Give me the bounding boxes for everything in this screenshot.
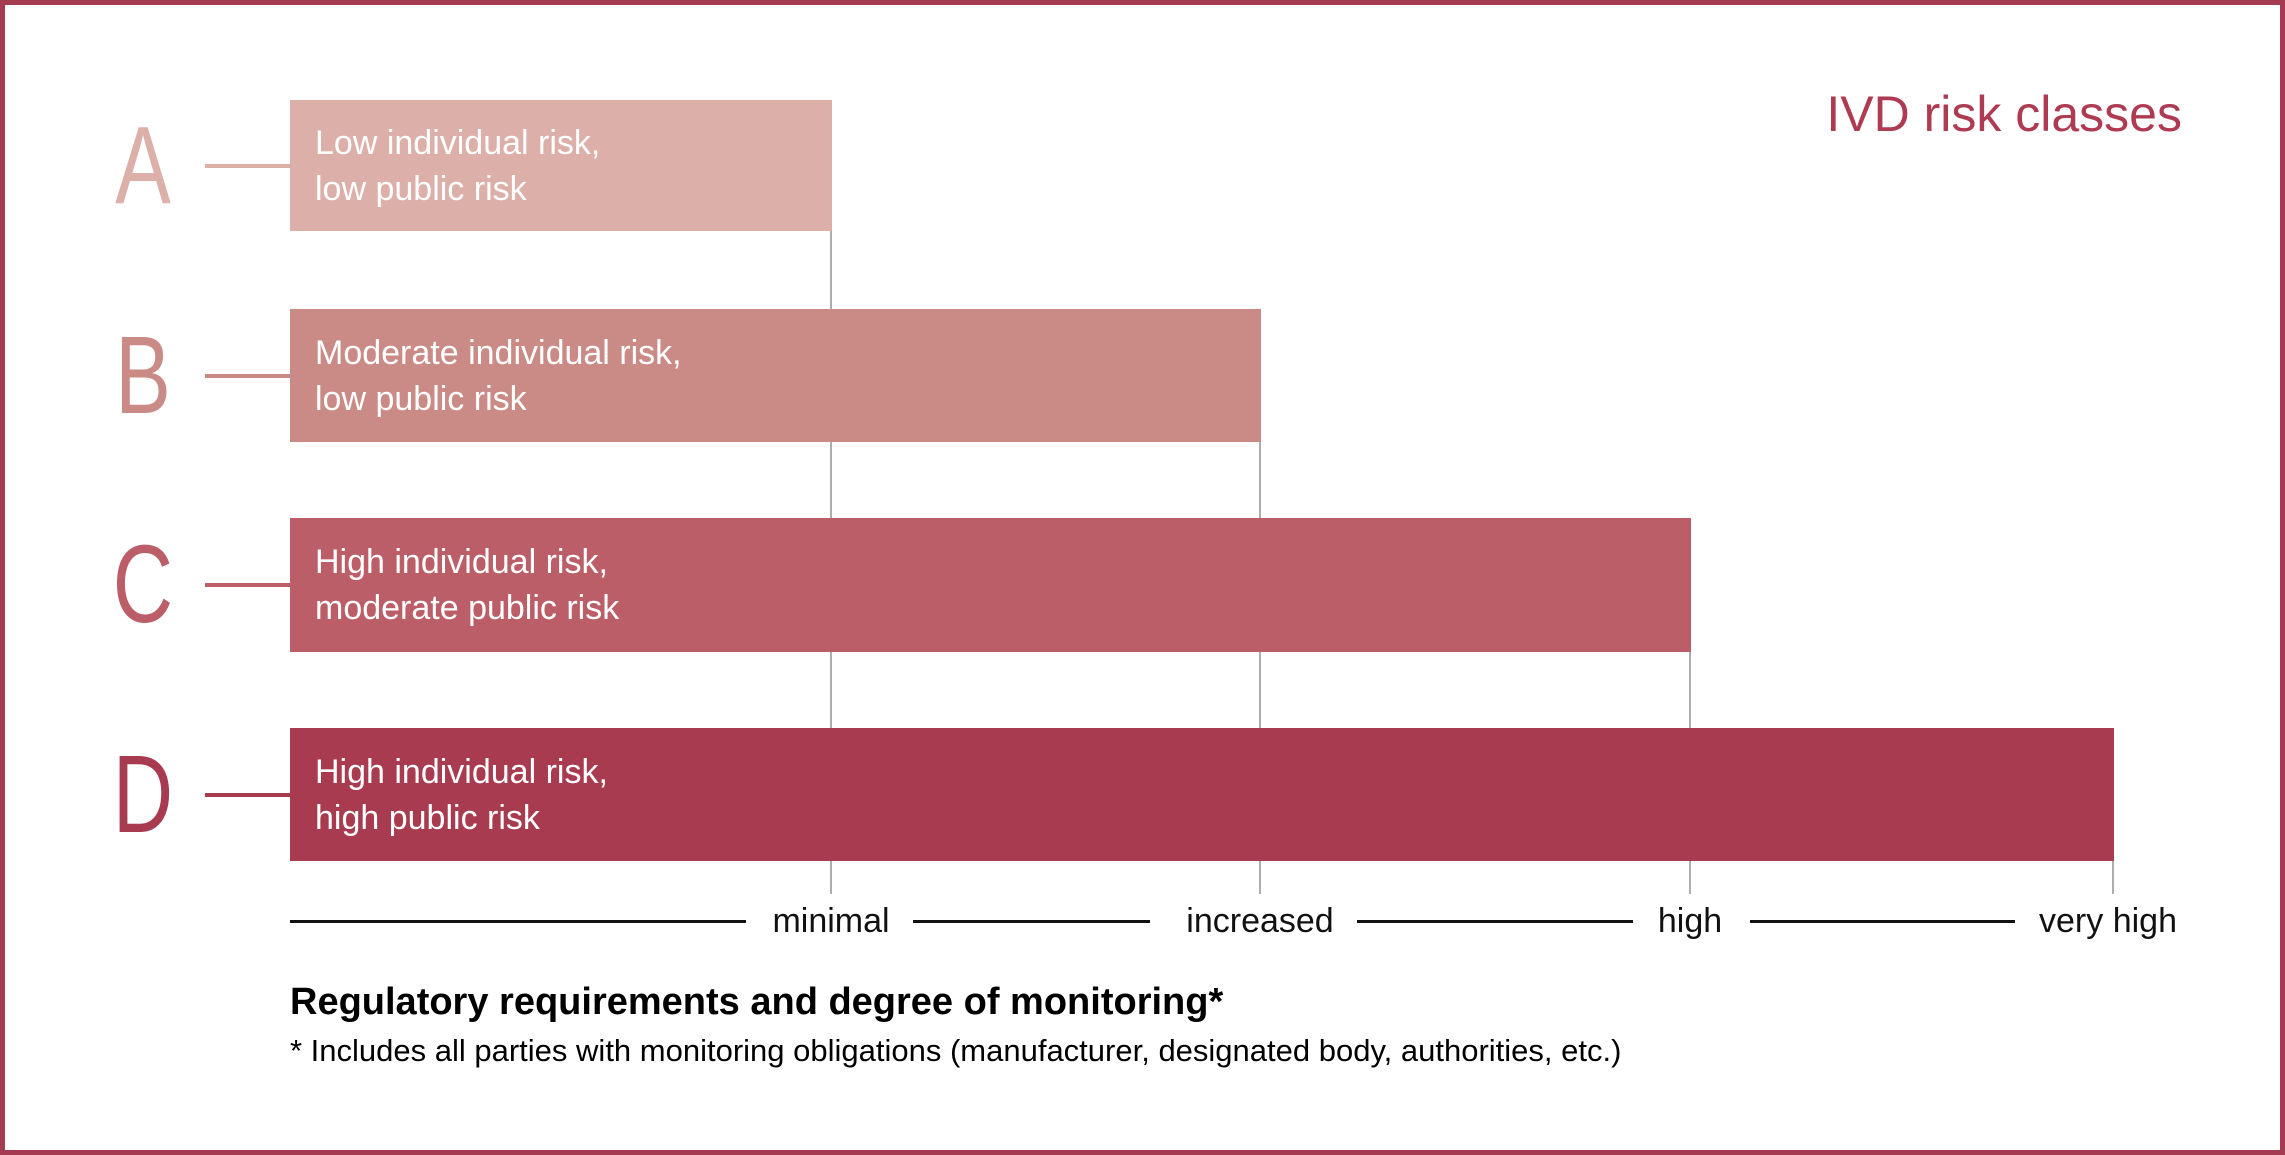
axis-tick-label-very-high: very high bbox=[2039, 902, 2177, 940]
bar-label-line-1: High individual risk, bbox=[315, 543, 608, 581]
axis-tick-label-high: high bbox=[1657, 902, 1723, 940]
risk-bar-a: Low individual risk, low public risk bbox=[290, 100, 832, 231]
axis-heading: Regulatory requirements and degree of mo… bbox=[290, 981, 1224, 1023]
letter-connector-line bbox=[205, 793, 291, 797]
bar-label-line-2: moderate public risk bbox=[315, 589, 620, 627]
axis-line-segment bbox=[913, 920, 1150, 923]
letter-connector-line bbox=[205, 164, 291, 168]
axis-line-segment bbox=[1357, 920, 1633, 923]
tick-gridline bbox=[2112, 861, 2114, 894]
tick-gridline bbox=[1259, 442, 1261, 894]
risk-bar-c: High individual risk, moderate public ri… bbox=[290, 518, 1691, 652]
bar-label-line-2: high public risk bbox=[315, 798, 540, 837]
class-letter-a: A bbox=[115, 104, 171, 227]
risk-bar-d: High individual risk, high public risk bbox=[290, 728, 2114, 861]
axis-tick-label-increased: increased bbox=[1186, 902, 1334, 940]
bar-label-line-2: low public risk bbox=[315, 379, 527, 418]
footnote: * Includes all parties with monitoring o… bbox=[290, 1033, 1622, 1068]
bar-label-line-2: low public risk bbox=[315, 169, 527, 208]
axis-line-segment bbox=[290, 920, 746, 923]
bar-label-line-1: Moderate individual risk, bbox=[315, 333, 682, 372]
letter-connector-line bbox=[205, 583, 291, 587]
axis-tick-label-minimal: minimal bbox=[772, 902, 890, 940]
bar-label-line-1: High individual risk, bbox=[315, 752, 608, 791]
class-letter-d: D bbox=[112, 733, 174, 856]
bar-label-line-1: Low individual risk, bbox=[315, 123, 601, 162]
chart-title: IVD risk classes bbox=[1826, 86, 2182, 142]
letter-connector-line bbox=[205, 374, 291, 378]
class-letter-c: C bbox=[112, 523, 174, 646]
class-letter-b: B bbox=[115, 314, 171, 437]
axis-line-segment bbox=[1750, 920, 2015, 923]
risk-bar-b: Moderate individual risk, low public ris… bbox=[290, 309, 1261, 442]
